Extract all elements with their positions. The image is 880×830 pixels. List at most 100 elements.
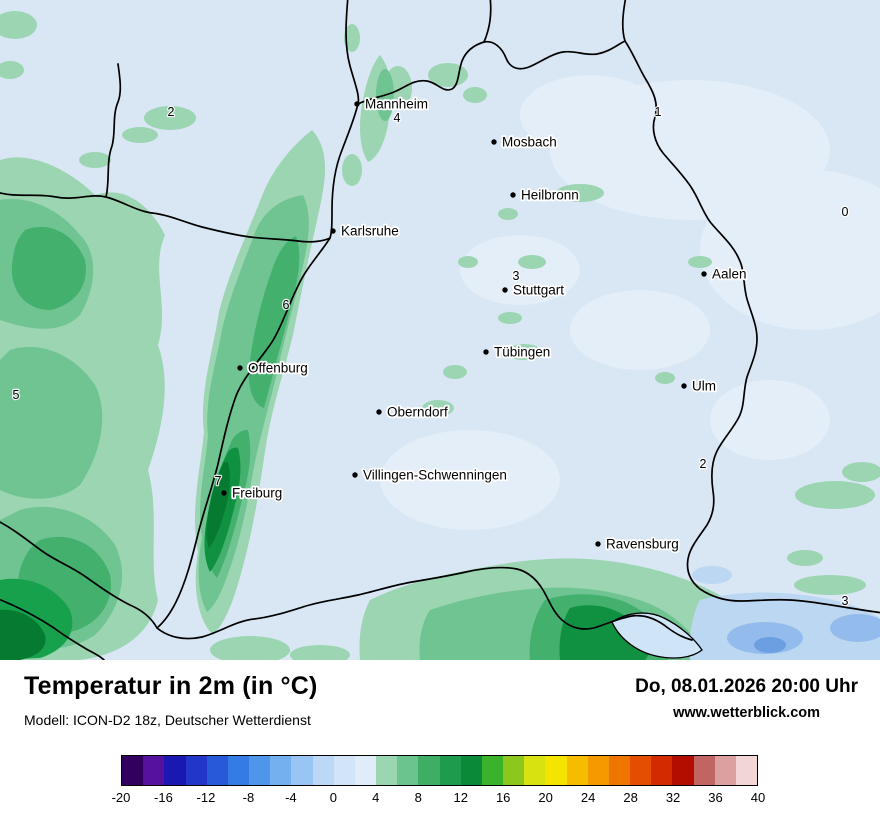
scale-segment bbox=[566, 756, 588, 785]
city-marker: Karlsruhe bbox=[330, 222, 401, 240]
scale-segment bbox=[291, 756, 313, 785]
cold-alpine-patches bbox=[689, 566, 880, 660]
scale-segment bbox=[672, 756, 694, 785]
model-info: Modell: ICON-D2 18z, Deutscher Wetterdie… bbox=[24, 712, 311, 728]
city-dot bbox=[354, 101, 360, 107]
scale-tick-label: 12 bbox=[453, 790, 468, 805]
city-marker: Freiburg bbox=[221, 484, 284, 502]
scale-tick-label: 0 bbox=[329, 790, 337, 805]
scale-tick-label: 24 bbox=[580, 790, 596, 805]
date-block: Do, 08.01.2026 20:00 Uhr www.wetterblick… bbox=[635, 676, 858, 721]
scale-tick-label: 32 bbox=[665, 790, 681, 805]
scale-segment bbox=[735, 756, 758, 785]
border-lines bbox=[0, 0, 880, 660]
temperature-value-layer: 2 4 1 0 3 6 5 7 2 3 bbox=[11, 104, 850, 610]
cold-patches bbox=[380, 75, 880, 530]
color-scale-labels: -20 -16 -12 -8 -4 0 4 8 12 16 20 24 28 32 36 40 bbox=[112, 790, 766, 808]
scale-segment bbox=[418, 756, 440, 785]
city-marker: Mannheim bbox=[354, 95, 430, 113]
city-label: Tübingen bbox=[494, 345, 550, 360]
city-marker: Villingen-Schwenningen bbox=[352, 466, 509, 484]
scale-segment bbox=[185, 756, 207, 785]
city-dot bbox=[701, 271, 707, 277]
scale-segment bbox=[481, 756, 504, 785]
scale-tick-label: -16 bbox=[154, 790, 173, 805]
city-marker: Heilbronn bbox=[510, 186, 581, 204]
scale-tick-label: -4 bbox=[285, 790, 297, 805]
scale-segment bbox=[227, 756, 250, 785]
scale-segment bbox=[651, 756, 673, 785]
temperature-value: 0 bbox=[842, 205, 849, 219]
city-label: Heilbronn bbox=[521, 188, 579, 203]
city-label: Mannheim bbox=[365, 97, 428, 112]
color-scale: -20 -16 -12 -8 -4 0 4 8 12 16 20 24 28 32 36 40 bbox=[112, 755, 766, 808]
scale-segment bbox=[249, 756, 271, 785]
weather-map: 2 4 1 0 3 6 5 7 2 3 Mannheim Mosbach Heilbronn Karls… bbox=[0, 0, 880, 660]
city-label: Ravensburg bbox=[606, 537, 679, 552]
city-dot bbox=[330, 228, 336, 234]
city-label: Ulm bbox=[692, 379, 716, 394]
city-label: Oberndorf bbox=[387, 405, 448, 420]
city-label: Freiburg bbox=[232, 486, 282, 501]
city-label: Karlsruhe bbox=[341, 224, 399, 239]
scale-segment bbox=[545, 756, 567, 785]
scale-segment bbox=[164, 756, 186, 785]
scale-segment bbox=[630, 756, 652, 785]
scale-tick-label: -20 bbox=[111, 790, 131, 805]
city-label: Aalen bbox=[712, 267, 747, 282]
scale-segment bbox=[587, 756, 609, 785]
scale-tick-label: 20 bbox=[538, 790, 553, 805]
scale-segment bbox=[693, 756, 715, 785]
scale-segment bbox=[714, 756, 736, 785]
scale-tick-label: 16 bbox=[495, 790, 511, 805]
city-dot bbox=[491, 139, 497, 145]
website-label: www.wetterblick.com bbox=[673, 705, 821, 721]
scale-segment bbox=[608, 756, 631, 785]
valid-datetime: Do, 08.01.2026 20:00 Uhr bbox=[635, 676, 858, 697]
scale-segment bbox=[143, 756, 165, 785]
temperature-value: 1 bbox=[655, 105, 662, 119]
city-dot bbox=[595, 541, 601, 547]
city-label: Offenburg bbox=[248, 361, 308, 376]
scale-segment bbox=[524, 756, 546, 785]
city-marker: Mosbach bbox=[491, 133, 559, 151]
scale-tick-label: 8 bbox=[414, 790, 422, 805]
city-marker: Ulm bbox=[681, 377, 718, 395]
scale-tick-label: 4 bbox=[372, 790, 380, 805]
city-marker: Aalen bbox=[701, 265, 748, 283]
scale-segment bbox=[206, 756, 228, 785]
temperature-value: 5 bbox=[13, 388, 20, 402]
city-dot bbox=[376, 409, 382, 415]
scale-segment bbox=[503, 756, 525, 785]
city-label: Stuttgart bbox=[513, 283, 564, 298]
city-dot bbox=[352, 472, 358, 478]
scale-segment bbox=[439, 756, 461, 785]
temperature-value: 2 bbox=[168, 105, 175, 119]
map-canvas: 2 4 1 0 3 6 5 7 2 3 Mannheim Mosbach Heilbronn Karls… bbox=[0, 0, 880, 660]
scale-segment bbox=[376, 756, 398, 785]
city-marker-layer: Mannheim Mosbach Heilbronn Karlsruhe Stuttga… bbox=[221, 95, 748, 553]
city-marker: Tübingen bbox=[483, 343, 552, 361]
city-dot bbox=[221, 490, 227, 496]
city-dot bbox=[681, 383, 687, 389]
city-dot bbox=[483, 349, 489, 355]
map-title: Temperatur in 2m (in °C) bbox=[24, 672, 318, 700]
lake-constance bbox=[611, 612, 703, 659]
scale-segment bbox=[333, 756, 355, 785]
city-label: Mosbach bbox=[502, 135, 557, 150]
city-dot bbox=[502, 287, 508, 293]
scale-tick-label: -12 bbox=[196, 790, 216, 805]
color-scale-bar bbox=[121, 755, 758, 786]
temperature-value: 4 bbox=[394, 111, 401, 125]
temperature-value: 3 bbox=[842, 594, 849, 608]
scale-segment bbox=[122, 756, 144, 785]
scale-segment bbox=[354, 756, 377, 785]
scale-tick-label: 36 bbox=[708, 790, 723, 805]
scale-segment bbox=[270, 756, 292, 785]
city-marker: Ravensburg bbox=[595, 535, 681, 553]
temperature-value: 3 bbox=[513, 269, 520, 283]
temperature-value: 6 bbox=[283, 298, 290, 312]
city-marker: Oberndorf bbox=[376, 403, 450, 421]
scale-tick-label: -8 bbox=[242, 790, 255, 805]
